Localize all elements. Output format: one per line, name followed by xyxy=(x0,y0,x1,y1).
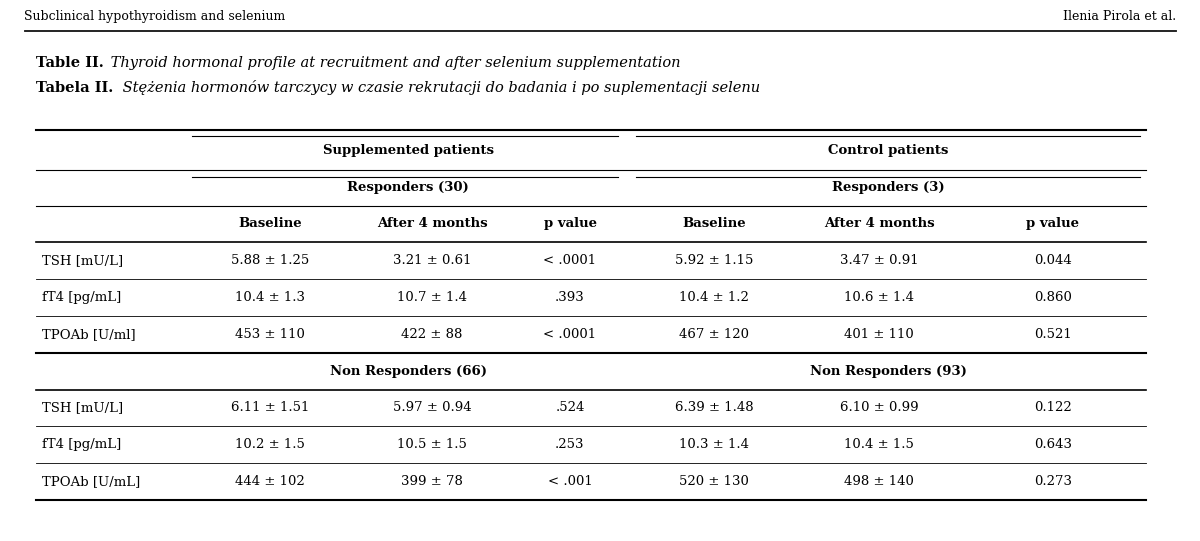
Text: 10.5 ± 1.5: 10.5 ± 1.5 xyxy=(397,438,467,451)
Text: fT4 [pg/mL]: fT4 [pg/mL] xyxy=(42,291,121,304)
Text: fT4 [pg/mL]: fT4 [pg/mL] xyxy=(42,438,121,451)
Text: 10.4 ± 1.2: 10.4 ± 1.2 xyxy=(679,291,749,304)
Text: Table II.: Table II. xyxy=(36,56,103,70)
Text: Tabela II.: Tabela II. xyxy=(36,81,113,95)
Text: Baseline: Baseline xyxy=(682,217,746,230)
Text: 0.521: 0.521 xyxy=(1034,328,1072,341)
Text: TPOAb [U/ml]: TPOAb [U/ml] xyxy=(42,328,136,341)
Text: 3.47 ± 0.91: 3.47 ± 0.91 xyxy=(840,254,918,267)
Text: TSH [mU/L]: TSH [mU/L] xyxy=(42,401,124,414)
Text: 10.3 ± 1.4: 10.3 ± 1.4 xyxy=(679,438,749,451)
Text: 6.39 ± 1.48: 6.39 ± 1.48 xyxy=(674,401,754,414)
Text: 0.860: 0.860 xyxy=(1034,291,1072,304)
Text: 0.044: 0.044 xyxy=(1034,254,1072,267)
Text: 444 ± 102: 444 ± 102 xyxy=(235,475,305,488)
Text: Stężenia hormonów tarczycy w czasie rekrutacji do badania i po suplementacji sel: Stężenia hormonów tarczycy w czasie rekr… xyxy=(118,80,760,95)
Text: Responders (3): Responders (3) xyxy=(832,181,944,195)
Text: Subclinical hypothyroidism and selenium: Subclinical hypothyroidism and selenium xyxy=(24,10,286,23)
Text: Ilenia Pirola et al.: Ilenia Pirola et al. xyxy=(1063,10,1176,23)
Text: 6.10 ± 0.99: 6.10 ± 0.99 xyxy=(840,401,918,414)
Text: .253: .253 xyxy=(556,438,584,451)
Text: After 4 months: After 4 months xyxy=(377,217,487,230)
Text: Non Responders (66): Non Responders (66) xyxy=(330,365,486,378)
Text: p value: p value xyxy=(1026,217,1080,230)
Text: Control patients: Control patients xyxy=(828,143,948,157)
Text: Supplemented patients: Supplemented patients xyxy=(323,143,493,157)
Text: Baseline: Baseline xyxy=(238,217,302,230)
Text: 5.92 ± 1.15: 5.92 ± 1.15 xyxy=(674,254,754,267)
Text: < .001: < .001 xyxy=(547,475,593,488)
Text: 6.11 ± 1.51: 6.11 ± 1.51 xyxy=(230,401,310,414)
Text: < .0001: < .0001 xyxy=(544,254,596,267)
Text: .524: .524 xyxy=(556,401,584,414)
Text: 520 ± 130: 520 ± 130 xyxy=(679,475,749,488)
Text: 10.2 ± 1.5: 10.2 ± 1.5 xyxy=(235,438,305,451)
Text: After 4 months: After 4 months xyxy=(823,217,935,230)
Text: 453 ± 110: 453 ± 110 xyxy=(235,328,305,341)
Text: 10.4 ± 1.5: 10.4 ± 1.5 xyxy=(844,438,914,451)
Text: Responders (30): Responders (30) xyxy=(347,181,469,195)
Text: 5.97 ± 0.94: 5.97 ± 0.94 xyxy=(392,401,472,414)
Text: 0.643: 0.643 xyxy=(1034,438,1072,451)
Text: 0.273: 0.273 xyxy=(1034,475,1072,488)
Text: 422 ± 88: 422 ± 88 xyxy=(401,328,463,341)
Text: p value: p value xyxy=(544,217,596,230)
Text: 399 ± 78: 399 ± 78 xyxy=(401,475,463,488)
Text: TSH [mU/L]: TSH [mU/L] xyxy=(42,254,124,267)
Text: 3.21 ± 0.61: 3.21 ± 0.61 xyxy=(392,254,472,267)
Text: TPOAb [U/mL]: TPOAb [U/mL] xyxy=(42,475,140,488)
Text: 10.7 ± 1.4: 10.7 ± 1.4 xyxy=(397,291,467,304)
Text: < .0001: < .0001 xyxy=(544,328,596,341)
Text: Non Responders (93): Non Responders (93) xyxy=(810,365,966,378)
Text: 5.88 ± 1.25: 5.88 ± 1.25 xyxy=(230,254,310,267)
Text: 498 ± 140: 498 ± 140 xyxy=(844,475,914,488)
Text: .393: .393 xyxy=(556,291,584,304)
Text: 401 ± 110: 401 ± 110 xyxy=(844,328,914,341)
Text: Thyroid hormonal profile at recruitment and after selenium supplementation: Thyroid hormonal profile at recruitment … xyxy=(106,56,680,70)
Text: 10.4 ± 1.3: 10.4 ± 1.3 xyxy=(235,291,305,304)
Text: 467 ± 120: 467 ± 120 xyxy=(679,328,749,341)
Text: 10.6 ± 1.4: 10.6 ± 1.4 xyxy=(844,291,914,304)
Text: 0.122: 0.122 xyxy=(1034,401,1072,414)
